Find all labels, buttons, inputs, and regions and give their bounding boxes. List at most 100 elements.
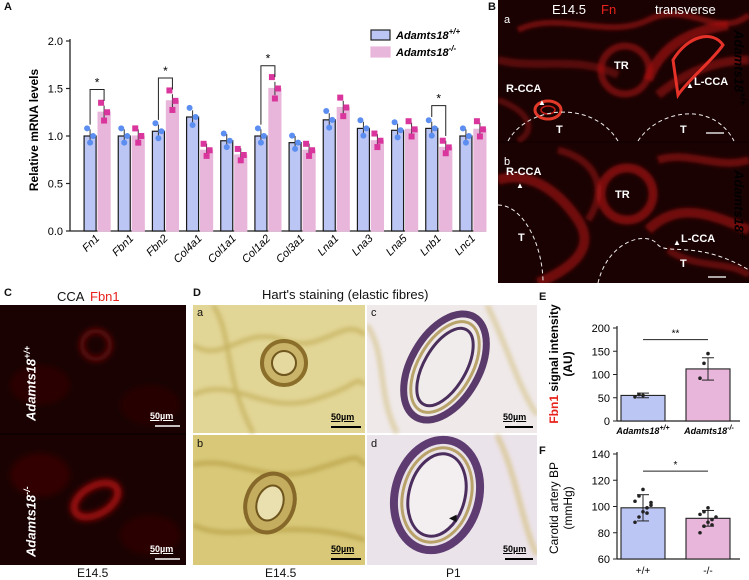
mrna-point — [306, 152, 313, 159]
panel-label-c: C — [4, 287, 12, 299]
legend-swatch-wt — [370, 29, 391, 41]
mrna-point — [326, 124, 333, 131]
mrna-significance-bracket — [431, 105, 447, 136]
mrna-point — [203, 152, 210, 159]
mrna-point — [408, 133, 415, 140]
bp-point — [645, 506, 649, 510]
mrna-point — [473, 118, 480, 125]
fbn1-immunostaining-panel: 50µm 50µm Adamts18+/+ Adamts18-/- — [0, 305, 186, 565]
subpanel-label-bb: b — [504, 156, 511, 168]
mrna-point — [158, 128, 165, 135]
mrna-significance-bracket — [89, 88, 105, 125]
mrna-point — [289, 132, 296, 139]
mrna-point — [132, 125, 139, 132]
bp-y-tick-label: 140 — [592, 449, 610, 461]
bp-point — [649, 503, 653, 507]
arrowhead-rcca-top: ▲ — [538, 98, 546, 107]
bp-point — [706, 506, 710, 510]
fbn1-point — [706, 351, 710, 356]
bp-significance-label: * — [674, 460, 678, 471]
fbn1-bar — [620, 394, 666, 422]
bp-y-tick-label: 120 — [592, 475, 610, 487]
mrna-point — [237, 157, 244, 164]
mrna-category-label: Lnb1 — [418, 233, 444, 259]
fbn1-y-tick-label: 50 — [598, 393, 610, 405]
subpanel-label-da: a — [197, 307, 204, 319]
mrna-point — [118, 125, 125, 132]
mrna-point — [394, 134, 401, 141]
mrna-point — [405, 118, 412, 125]
mrna-bar — [185, 116, 200, 232]
mrna-point — [192, 114, 199, 120]
bp-point — [641, 509, 645, 514]
mrna-point — [200, 140, 207, 147]
fbn1-point — [698, 376, 702, 381]
bp-point — [702, 509, 706, 514]
harts-caption-e14: E14.5 — [265, 566, 297, 580]
bp-cat-wt: +/+ — [636, 566, 651, 577]
bp-point — [633, 520, 637, 525]
subpanel-label-dd: d — [371, 438, 378, 450]
mrna-category-label: Lna5 — [384, 232, 410, 258]
arrowhead-lcca-top: ▲ — [686, 81, 694, 90]
mrna-bar — [404, 128, 419, 232]
mrna-significance-star: * — [266, 52, 271, 66]
fbn1-intensity-y-unit: (AU) — [561, 351, 575, 376]
legend-swatch-ko — [370, 46, 391, 58]
bp-y-tick-label: 60 — [598, 554, 610, 566]
harts-staining-title: Hart's staining (elastic fibres) — [262, 287, 429, 302]
harts-scale-a: 50µm — [331, 412, 355, 422]
mrna-point — [240, 152, 247, 158]
label-t-2: T — [680, 124, 687, 136]
mrna-point — [172, 97, 179, 104]
mrna-category-label: Col4a1 — [172, 233, 205, 266]
mrna-point — [343, 104, 350, 111]
mrna-point — [337, 94, 344, 101]
mrna-point — [189, 121, 196, 128]
mrna-point — [459, 125, 466, 132]
mrna-point — [391, 119, 398, 126]
mrna-point — [309, 147, 316, 154]
bp-point — [706, 520, 710, 525]
bp-point — [714, 515, 718, 519]
mrna-y-tick-label: 1.0 — [48, 131, 63, 143]
label-rcca-bottom: R-CCA — [506, 166, 542, 178]
bp-point — [649, 500, 653, 505]
bp-y-unit: (mmHg) — [561, 486, 575, 529]
mrna-point — [124, 133, 131, 139]
fbn1-intensity-chart: Fbn1 signal intensity (AU) Adamts18+/+ A… — [547, 304, 740, 436]
mrna-point — [186, 104, 193, 111]
bp-point — [637, 515, 641, 519]
mrna-point — [476, 133, 483, 140]
label-t-1: T — [556, 124, 563, 136]
mrna-bar — [151, 130, 166, 232]
mrna-y-tick-label: 0.0 — [48, 226, 63, 238]
subpanel-label-ba: a — [504, 14, 511, 26]
bp-point — [637, 494, 641, 498]
fbn1-scale-top: 50µm — [150, 411, 174, 421]
fbn1-cat-wt: Adamts18+/+ — [615, 425, 669, 436]
mrna-point — [138, 133, 145, 139]
mrna-significance-star: * — [95, 75, 100, 89]
fbn1-cat-ko: Adamts18-/- — [683, 425, 734, 436]
bp-y-label: Carotid artery BP — [547, 462, 561, 554]
mrna-bar — [322, 119, 336, 232]
mrna-bar — [473, 128, 487, 232]
arrowhead-rcca-bottom: ▲ — [516, 181, 524, 190]
mrna-bar — [254, 135, 268, 232]
mrna-point — [431, 125, 438, 132]
carotid-bp-chart: Carotid artery BP (mmHg) +/+ -/- 60 80 100… — [547, 449, 740, 577]
panel-label-b: B — [488, 1, 496, 13]
fbn1-marker-label: Fbn1 — [90, 289, 120, 304]
fbn1-significance-label: ** — [672, 329, 680, 340]
mrna-bar — [370, 140, 385, 232]
mrna-bar — [117, 135, 131, 232]
mrna-point — [411, 126, 418, 133]
mrna-bar — [83, 135, 97, 232]
fn-stage-label: E14.5 — [552, 2, 586, 17]
mrna-point — [223, 144, 230, 151]
fn-view-label: transverse — [655, 2, 716, 17]
bp-y-tick-label: 80 — [598, 528, 610, 540]
mrna-point — [274, 85, 281, 92]
mrna-point — [374, 144, 381, 151]
